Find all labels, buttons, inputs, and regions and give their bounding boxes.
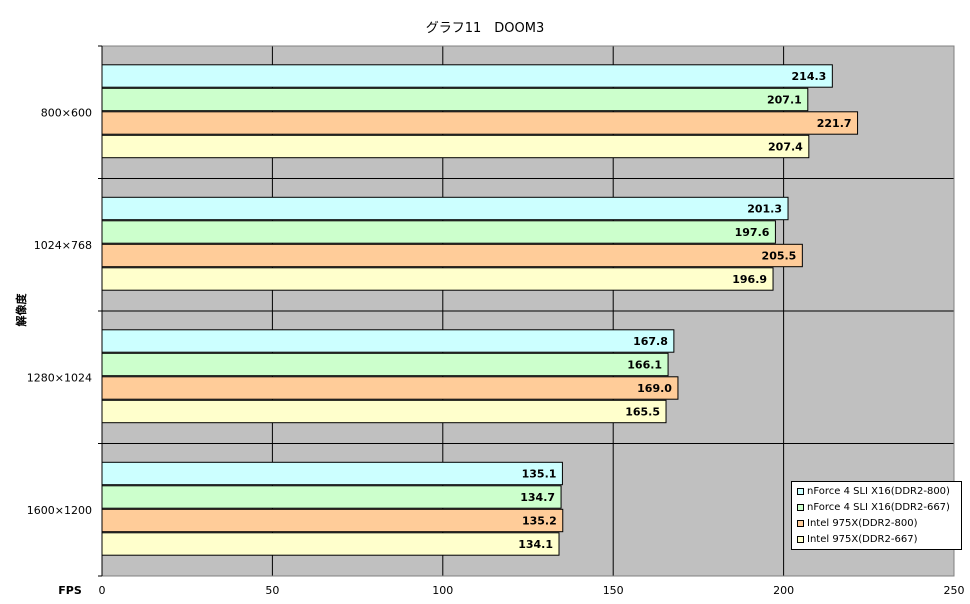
- value-label: 135.2: [522, 515, 557, 528]
- value-label: 197.6: [735, 226, 770, 239]
- category-label: 800×600: [41, 106, 92, 119]
- bar: [101, 508, 564, 533]
- value-label: 221.7: [817, 117, 852, 130]
- legend-label: nForce 4 SLI X16(DDR2-800): [807, 486, 950, 497]
- bar: [101, 267, 774, 291]
- x-tick-label: 0: [99, 584, 106, 597]
- value-label: 207.4: [768, 141, 803, 154]
- value-label: 214.3: [792, 70, 827, 83]
- bar: [101, 485, 562, 509]
- bars: [101, 64, 859, 556]
- legend: nForce 4 SLI X16(DDR2-800) nForce 4 SLI X…: [791, 481, 962, 550]
- x-tick-label: 200: [773, 584, 794, 597]
- x-axis-label: FPS: [58, 584, 82, 597]
- bar: [101, 376, 679, 400]
- value-label: 135.1: [522, 468, 557, 481]
- legend-swatch: [797, 488, 804, 495]
- legend-swatch: [797, 536, 804, 543]
- x-tick-label: 250: [944, 584, 965, 597]
- legend-label: Intel 975X(DDR2-800): [807, 518, 918, 529]
- bar: [101, 220, 776, 244]
- bar: [101, 461, 563, 486]
- bar: [101, 196, 789, 221]
- legend-label: nForce 4 SLI X16(DDR2-667): [807, 502, 950, 513]
- category-label: 1600×1200: [27, 504, 92, 517]
- category-label: 1280×1024: [27, 371, 92, 384]
- value-label: 167.8: [633, 335, 668, 348]
- bar: [101, 329, 675, 353]
- bar: [101, 532, 560, 556]
- legend-swatch: [797, 520, 804, 527]
- bar: [101, 111, 859, 135]
- value-label: 207.1: [767, 94, 802, 107]
- bar: [101, 399, 667, 424]
- value-labels: 214.3 207.1 221.7 207.4 201.3 197.6 205.5 196.9…: [518, 70, 851, 551]
- legend-swatch: [797, 504, 804, 511]
- value-label: 134.7: [520, 491, 555, 504]
- axes: 0 50 100 150 200 250 800×600 1024×768 1280×1024 1…: [27, 45, 965, 597]
- value-label: 201.3: [747, 203, 782, 216]
- bar: [101, 87, 809, 112]
- chart-title: グラフ11 DOOM3: [426, 21, 545, 36]
- bar: [101, 352, 669, 377]
- category-label: 1024×768: [34, 239, 92, 252]
- value-label: 196.9: [732, 273, 767, 286]
- value-label: 134.1: [518, 538, 553, 551]
- value-label: 166.1: [627, 359, 662, 372]
- x-tick-label: 150: [603, 584, 624, 597]
- bar: [101, 243, 803, 268]
- x-tick-label: 100: [432, 584, 453, 597]
- value-label: 169.0: [637, 382, 672, 395]
- value-label: 165.5: [625, 406, 660, 419]
- y-axis-label: 解像度: [14, 293, 28, 327]
- legend-label: Intel 975X(DDR2-667): [807, 534, 918, 545]
- value-label: 205.5: [762, 250, 797, 263]
- bar: [101, 134, 810, 159]
- x-tick-label: 50: [265, 584, 279, 597]
- bar: [101, 64, 833, 88]
